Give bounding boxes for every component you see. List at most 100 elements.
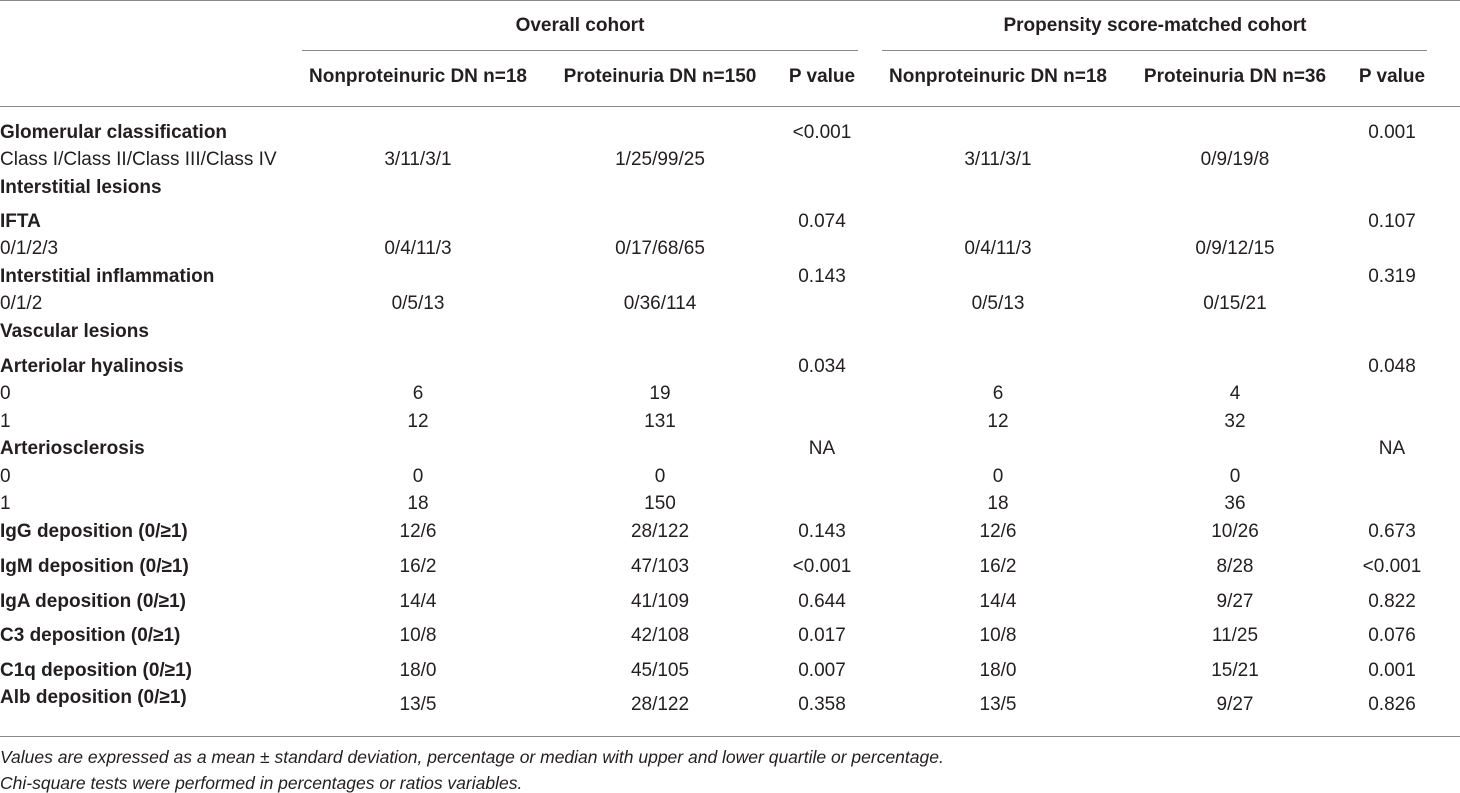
cell: 0.143 — [798, 266, 846, 287]
row-label: Glomerular classification — [0, 122, 228, 143]
cell: 12 — [987, 411, 1009, 432]
row-label: 0/1/2 — [0, 293, 43, 314]
cell: 0/36/114 — [623, 293, 697, 314]
cell: 12/6 — [979, 521, 1017, 542]
cell: 18/0 — [399, 660, 437, 681]
cell: 18 — [987, 493, 1009, 514]
cell: 14/4 — [399, 591, 437, 612]
cell: 150 — [644, 493, 676, 514]
cell: NA — [1378, 438, 1406, 459]
group-rule — [882, 50, 1427, 51]
bottom-rule — [0, 736, 1460, 737]
group-rule — [302, 50, 858, 51]
group-header: Overall cohort — [515, 15, 645, 36]
cell: 131 — [644, 411, 676, 432]
cell: <0.001 — [792, 122, 852, 143]
cell: 0 — [412, 466, 424, 487]
cell: 36 — [1224, 493, 1246, 514]
cell: 0/4/11/3 — [964, 238, 1032, 259]
column-header: P value — [788, 66, 856, 87]
row-label: 1 — [0, 411, 11, 432]
top-rule — [0, 0, 1460, 1]
column-header: Nonproteinuric DN n=18 — [309, 66, 527, 87]
cell: 28/122 — [630, 694, 690, 715]
cell: 0 — [1229, 466, 1241, 487]
cell: 0.673 — [1368, 521, 1416, 542]
cell: 12/6 — [399, 521, 437, 542]
row-label: Arteriolar hyalinosis — [0, 356, 184, 377]
cell: 0/9/19/8 — [1200, 149, 1270, 170]
cell: 42/108 — [630, 625, 690, 646]
column-header: Proteinuria DN n=150 — [563, 66, 757, 87]
cell: 1/25/99/25 — [615, 149, 705, 170]
column-header: Nonproteinuric DN n=18 — [889, 66, 1107, 87]
footnote: Values are expressed as a mean ± standar… — [0, 747, 944, 767]
cell: 9/27 — [1216, 694, 1254, 715]
cell: 14/4 — [979, 591, 1017, 612]
row-label: IgG deposition (0/≥1) — [0, 521, 188, 542]
row-label: IgA deposition (0/≥1) — [0, 591, 187, 612]
cell: 0 — [654, 466, 666, 487]
cell: NA — [808, 438, 836, 459]
cell: 9/27 — [1216, 591, 1254, 612]
cell: 0.007 — [798, 660, 846, 681]
cell: 0.017 — [798, 625, 846, 646]
cell: 0/5/13 — [391, 293, 445, 314]
group-header: Propensity score-matched cohort — [1003, 15, 1307, 36]
cell: 19 — [649, 383, 671, 404]
cell: 18/0 — [979, 660, 1017, 681]
cell: 0.076 — [1368, 625, 1416, 646]
cell: 0.107 — [1368, 211, 1416, 232]
row-label: Interstitial lesions — [0, 177, 162, 198]
cell: 0.644 — [798, 591, 846, 612]
cell: 0.001 — [1368, 660, 1416, 681]
cell: 0.826 — [1368, 694, 1416, 715]
cell: 0/15/21 — [1203, 293, 1267, 314]
cell: 0.319 — [1368, 266, 1416, 287]
cell: 13/5 — [979, 694, 1017, 715]
cell: 3/11/3/1 — [964, 149, 1032, 170]
row-label: 0/1/2/3 — [0, 238, 59, 259]
cell: 0.034 — [798, 356, 846, 377]
row-label: 0 — [0, 383, 11, 404]
cell: 0/5/13 — [971, 293, 1025, 314]
cell: 10/8 — [399, 625, 437, 646]
cell: 12 — [407, 411, 429, 432]
cell: 6 — [992, 383, 1004, 404]
row-label: IgM deposition (0/≥1) — [0, 556, 189, 577]
cell: 45/105 — [630, 660, 690, 681]
column-header: P value — [1358, 66, 1426, 87]
cell: <0.001 — [792, 556, 852, 577]
cell: 10/8 — [979, 625, 1017, 646]
cell: 16/2 — [399, 556, 437, 577]
row-label: 0 — [0, 466, 11, 487]
cell: 4 — [1229, 383, 1241, 404]
header-rule — [0, 106, 1460, 107]
cell: 10/26 — [1211, 521, 1259, 542]
cell: 0.001 — [1368, 122, 1416, 143]
row-label: C1q deposition (0/≥1) — [0, 660, 192, 681]
cell: 0/17/68/65 — [615, 238, 705, 259]
row-label: Arteriosclerosis — [0, 438, 145, 459]
row-label: 1 — [0, 493, 11, 514]
row-label: Vascular lesions — [0, 321, 149, 342]
cell: 3/11/3/1 — [384, 149, 452, 170]
cell: 0/9/12/15 — [1195, 238, 1275, 259]
cell: 18 — [407, 493, 429, 514]
cell: <0.001 — [1362, 556, 1422, 577]
cell: 0.048 — [1368, 356, 1416, 377]
row-label: Alb deposition (0/≥1) — [0, 687, 187, 708]
cell: 8/28 — [1216, 556, 1254, 577]
row-label: IFTA — [0, 211, 41, 232]
cell: 13/5 — [399, 694, 437, 715]
cell: 15/21 — [1211, 660, 1259, 681]
cell: 0/4/11/3 — [384, 238, 452, 259]
cell: 6 — [412, 383, 424, 404]
column-header: Proteinuria DN n=36 — [1143, 66, 1327, 87]
cell: 41/109 — [630, 591, 690, 612]
cell: 0.358 — [798, 694, 846, 715]
row-label: C3 deposition (0/≥1) — [0, 625, 181, 646]
cell: 47/103 — [630, 556, 690, 577]
cell: 16/2 — [979, 556, 1017, 577]
